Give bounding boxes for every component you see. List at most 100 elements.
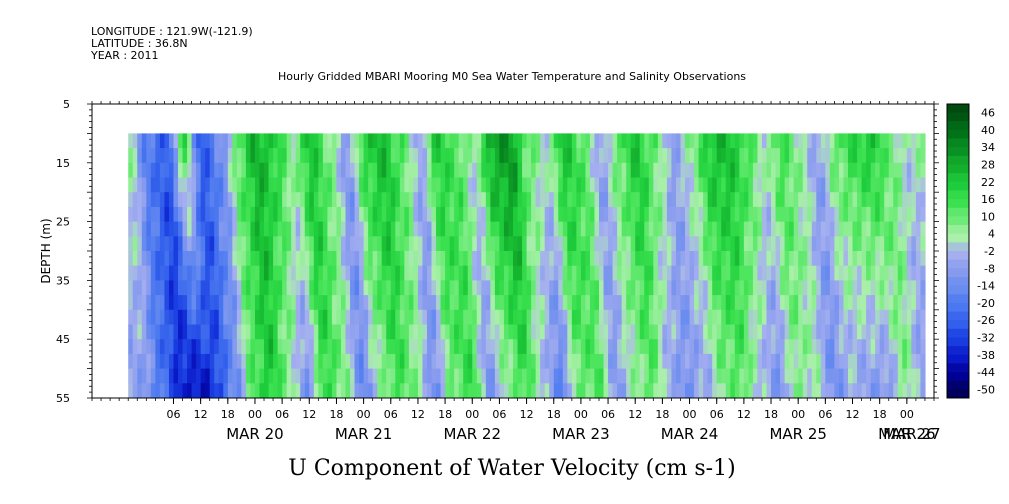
colorbar-swatch [947, 294, 969, 304]
heatmap-cell [761, 383, 768, 398]
heatmap-cell [173, 383, 179, 398]
heatmap-cell [807, 353, 813, 370]
colorbar-label: -26 [977, 314, 995, 327]
colorbar-swatch [947, 233, 969, 243]
heatmap-cell [920, 265, 926, 281]
heatmap-cell [549, 251, 555, 267]
heatmap-cell [137, 162, 143, 179]
heatmap-cell [178, 383, 184, 398]
heatmap-cell [454, 295, 460, 311]
heatmap-cell [159, 295, 166, 311]
heatmap-cell [752, 236, 759, 252]
heatmap-cell [884, 251, 890, 267]
heatmap-cell [630, 339, 636, 355]
heatmap-cell [200, 309, 206, 326]
heatmap-cell [703, 339, 709, 355]
heatmap-cell [716, 221, 722, 237]
heatmap-cell [159, 309, 166, 326]
heatmap-cell [857, 295, 863, 311]
heatmap-cell [141, 368, 147, 384]
heatmap-cell [784, 295, 790, 311]
heatmap-cell [915, 295, 922, 311]
heatmap-cell [254, 280, 261, 296]
heatmap-cell [340, 192, 347, 208]
heatmap-cell [857, 353, 863, 370]
heatmap-cell [893, 265, 899, 281]
heatmap-cell [571, 162, 577, 179]
heatmap-cell [291, 353, 297, 370]
heatmap-cell [282, 148, 288, 164]
heatmap-cell [897, 162, 903, 179]
heatmap-cell [128, 221, 134, 237]
heatmap-cell [273, 192, 279, 208]
heatmap-cell [834, 339, 840, 355]
heatmap-cell [467, 251, 473, 267]
heatmap-cell [223, 383, 229, 398]
heatmap-cell [549, 280, 555, 296]
heatmap-cell [313, 177, 319, 193]
heatmap-cell [707, 324, 713, 340]
heatmap-cell [599, 295, 605, 311]
heatmap-cell [870, 133, 876, 149]
heatmap-cell [273, 383, 279, 398]
heatmap-cell [137, 383, 143, 398]
heatmap-cell [322, 148, 328, 164]
heatmap-cell [784, 221, 790, 237]
heatmap-cell [775, 339, 781, 355]
heatmap-cell [875, 192, 881, 208]
heatmap-cell [621, 221, 627, 237]
heatmap-cell [245, 177, 252, 193]
heatmap-cell [150, 162, 156, 179]
heatmap-cell [295, 206, 301, 223]
heatmap-cell [340, 236, 347, 252]
heatmap-cell [920, 177, 926, 193]
heatmap-cell [526, 265, 532, 281]
heatmap-cell [187, 206, 193, 223]
heatmap-cell [164, 221, 170, 237]
heatmap-cell [725, 295, 731, 311]
heatmap-cell [182, 383, 188, 398]
heatmap-cell [621, 368, 627, 384]
heatmap-cell [888, 265, 894, 281]
heatmap-cell [544, 309, 550, 326]
heatmap-cell [657, 236, 663, 252]
heatmap-cell [440, 162, 446, 179]
heatmap-cell [291, 280, 297, 296]
heatmap-cell [838, 251, 845, 267]
heatmap-cell [915, 368, 922, 384]
heatmap-cell [273, 280, 279, 296]
heatmap-cell [544, 133, 550, 149]
heatmap-cell [354, 192, 360, 208]
heatmap-cell [322, 309, 328, 326]
heatmap-cell [558, 251, 564, 267]
heatmap-cell [630, 383, 636, 398]
heatmap-cell [553, 192, 559, 208]
heatmap-cell [187, 295, 193, 311]
heatmap-cell [191, 192, 197, 208]
heatmap-cell [888, 177, 894, 193]
x-hour-label: 12 [737, 408, 751, 421]
heatmap-cell [685, 309, 691, 326]
heatmap-cell [626, 280, 632, 296]
heatmap-cell [626, 295, 632, 311]
heatmap-cell [458, 251, 464, 267]
heatmap-cell [811, 221, 817, 237]
heatmap-cell [322, 280, 328, 296]
heatmap-cell [295, 339, 301, 355]
colorbar-swatch [947, 242, 969, 252]
heatmap-cell [608, 368, 614, 384]
heatmap-cell [454, 368, 460, 384]
heatmap-cell [309, 133, 315, 149]
heatmap-cell [273, 236, 279, 252]
heatmap-cell [843, 148, 849, 164]
heatmap-cell [712, 309, 718, 326]
heatmap-cell [585, 133, 591, 149]
heatmap-cell [282, 309, 288, 326]
heatmap-cell [141, 236, 147, 252]
heatmap-cell [662, 368, 668, 384]
heatmap-cell [834, 251, 840, 267]
heatmap-cell [417, 192, 424, 208]
heatmap-cell [359, 148, 365, 164]
heatmap-cell [241, 295, 247, 311]
heatmap-cell [440, 133, 446, 149]
